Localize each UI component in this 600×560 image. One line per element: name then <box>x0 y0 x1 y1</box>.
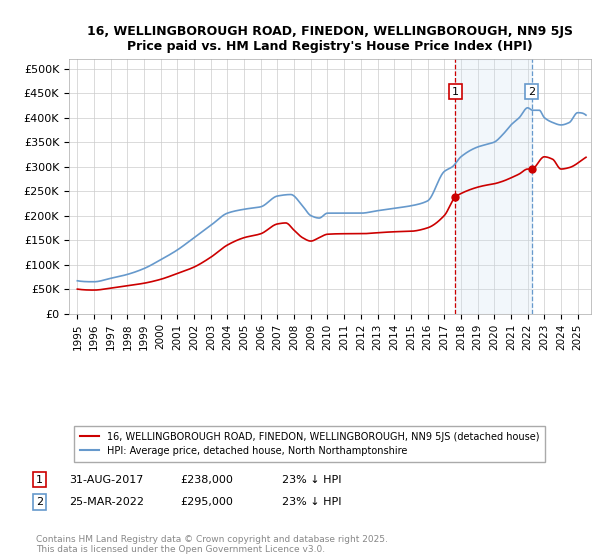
Text: 1: 1 <box>452 87 459 97</box>
Title: 16, WELLINGBOROUGH ROAD, FINEDON, WELLINGBOROUGH, NN9 5JS
Price paid vs. HM Land: 16, WELLINGBOROUGH ROAD, FINEDON, WELLIN… <box>87 25 573 53</box>
Legend: 16, WELLINGBOROUGH ROAD, FINEDON, WELLINGBOROUGH, NN9 5JS (detached house), HPI:: 16, WELLINGBOROUGH ROAD, FINEDON, WELLIN… <box>74 426 545 461</box>
Bar <box>455 59 532 314</box>
Text: Contains HM Land Registry data © Crown copyright and database right 2025.
This d: Contains HM Land Registry data © Crown c… <box>36 535 388 554</box>
Text: £295,000: £295,000 <box>180 497 233 507</box>
Text: £238,000: £238,000 <box>180 475 233 485</box>
Text: 2: 2 <box>36 497 43 507</box>
Text: 31-AUG-2017: 31-AUG-2017 <box>69 475 143 485</box>
Text: 25-MAR-2022: 25-MAR-2022 <box>69 497 144 507</box>
Text: 2: 2 <box>528 87 535 97</box>
Text: 23% ↓ HPI: 23% ↓ HPI <box>282 497 341 507</box>
Text: 23% ↓ HPI: 23% ↓ HPI <box>282 475 341 485</box>
Text: 1: 1 <box>36 475 43 485</box>
